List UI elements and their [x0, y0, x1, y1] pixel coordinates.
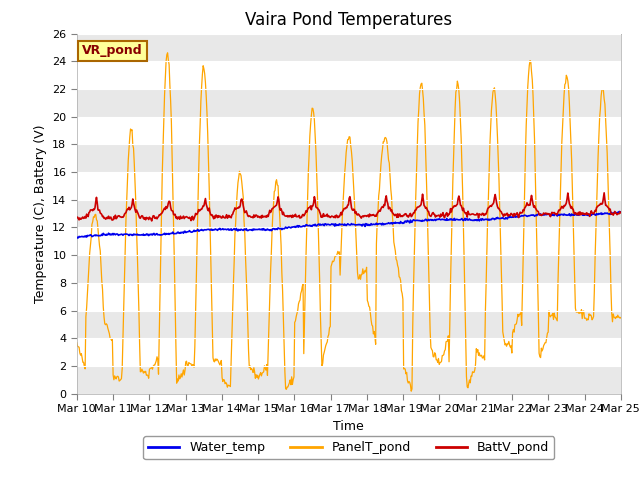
- Title: Vaira Pond Temperatures: Vaira Pond Temperatures: [245, 11, 452, 29]
- Bar: [77, 311, 621, 338]
- Bar: [77, 200, 621, 228]
- Text: VR_pond: VR_pond: [82, 44, 143, 58]
- Y-axis label: Temperature (C), Battery (V): Temperature (C), Battery (V): [33, 124, 47, 303]
- Bar: [77, 144, 621, 172]
- Bar: [77, 366, 621, 394]
- X-axis label: Time: Time: [333, 420, 364, 432]
- Bar: [77, 34, 621, 61]
- Legend: Water_temp, PanelT_pond, BattV_pond: Water_temp, PanelT_pond, BattV_pond: [143, 436, 554, 459]
- Bar: [77, 255, 621, 283]
- Bar: [77, 89, 621, 117]
